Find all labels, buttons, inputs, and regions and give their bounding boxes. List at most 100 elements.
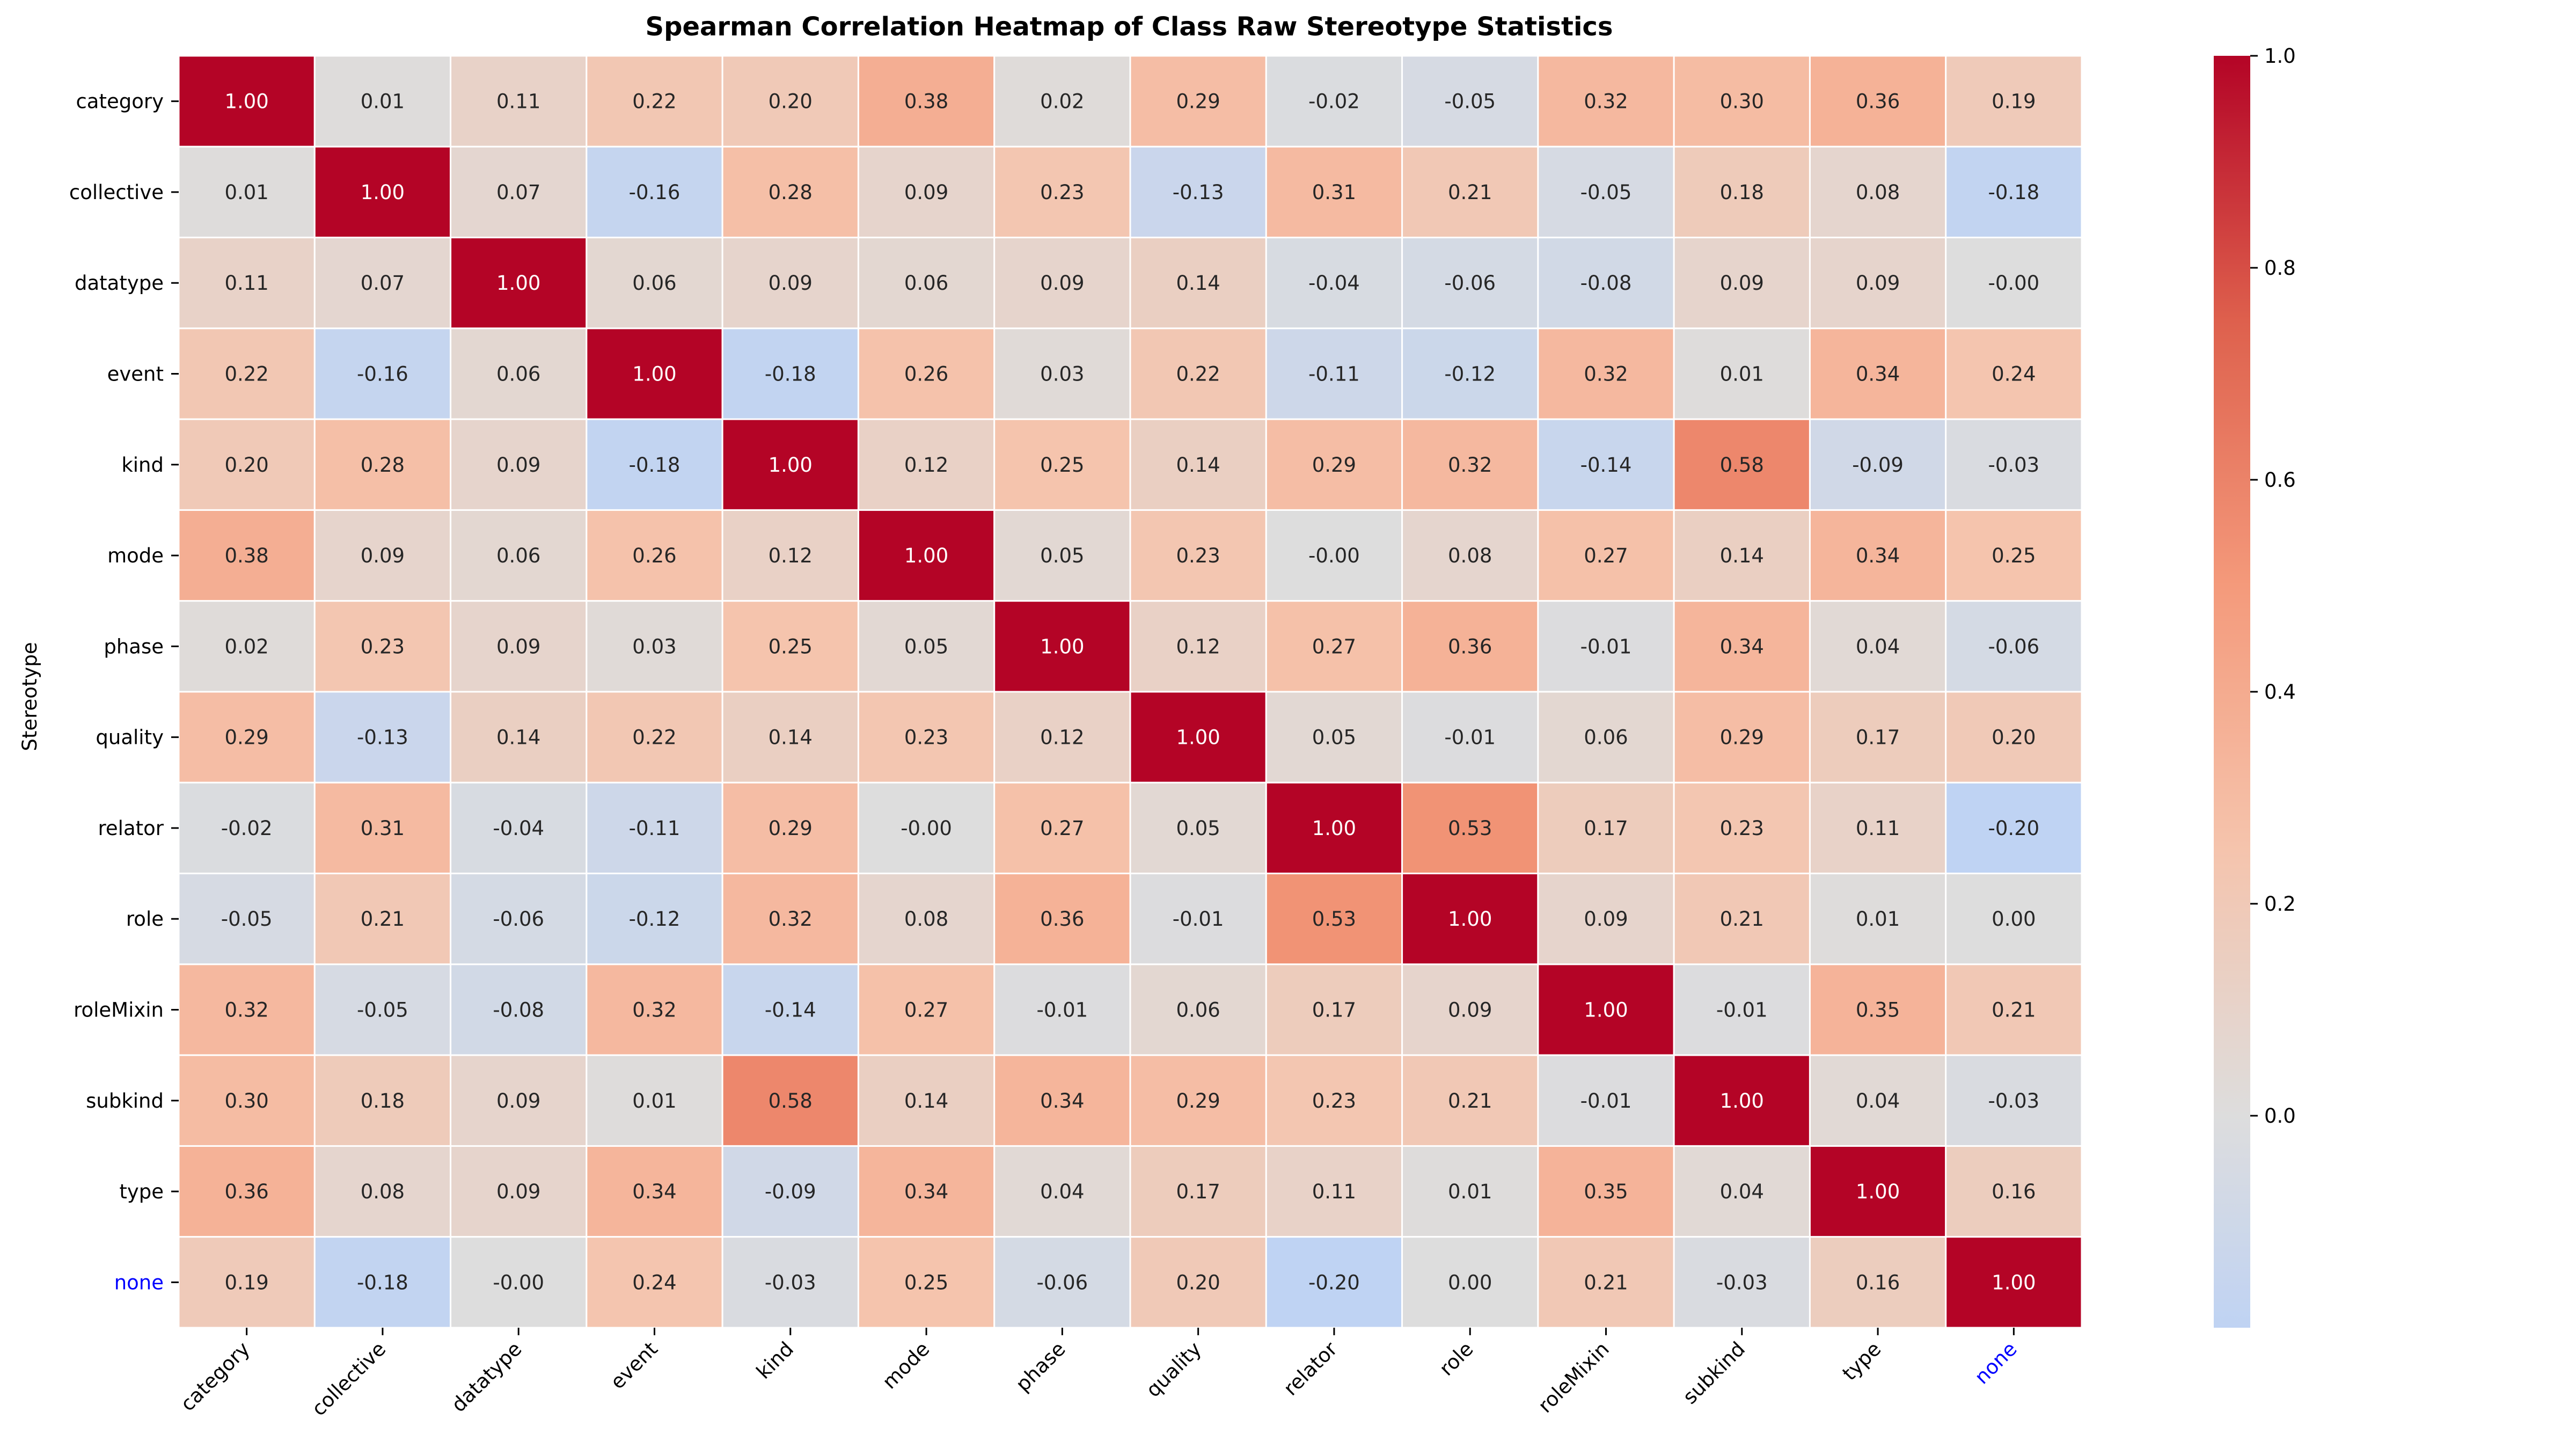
heatmap-cell bbox=[1945, 327, 2083, 420]
heatmap-cell bbox=[1809, 327, 1947, 420]
heatmap-cell bbox=[993, 781, 1131, 875]
heatmap-cell bbox=[721, 1145, 859, 1238]
cell-value-label: 0.34 bbox=[1856, 363, 1900, 386]
heatmap-cell bbox=[586, 1145, 723, 1238]
heatmap-cell bbox=[1401, 1054, 1539, 1147]
heatmap-cell bbox=[721, 418, 859, 511]
cell-value-label: 0.30 bbox=[224, 1089, 268, 1113]
cell-value-label: 0.09 bbox=[1584, 908, 1628, 931]
cell-value-label: 0.14 bbox=[769, 726, 813, 749]
cell-value-label: 0.18 bbox=[361, 1089, 405, 1113]
cell-value-label: -0.04 bbox=[1308, 272, 1360, 295]
cell-value-label: 0.05 bbox=[1176, 817, 1220, 840]
heatmap-cell bbox=[993, 1145, 1131, 1238]
heatmap-cell bbox=[450, 600, 588, 693]
cell-value-label: 0.32 bbox=[1448, 453, 1492, 477]
cell-value-label: 0.36 bbox=[1040, 908, 1084, 931]
heatmap-cell bbox=[1401, 1145, 1539, 1238]
cell-value-label: 0.03 bbox=[632, 635, 676, 658]
heatmap-cell bbox=[1537, 237, 1675, 330]
cell-value-label: 0.32 bbox=[1584, 90, 1628, 113]
row-labels: category collective datatype event kind mode p… bbox=[69, 90, 179, 1294]
cell-value-label: 0.23 bbox=[1040, 181, 1084, 204]
heatmap-cell bbox=[1673, 509, 1811, 602]
heatmap-cell bbox=[1129, 1145, 1267, 1238]
heatmap-cell bbox=[1265, 1145, 1403, 1238]
heatmap-cell bbox=[1129, 327, 1267, 420]
heatmap-cell bbox=[178, 237, 316, 330]
cell-value-label: 0.17 bbox=[1312, 999, 1356, 1022]
heatmap-cell bbox=[1945, 600, 2083, 693]
cell-value-label: -0.20 bbox=[1988, 817, 2039, 840]
cell-value-label: 0.02 bbox=[1040, 90, 1084, 113]
cell-value-label: 0.32 bbox=[769, 908, 813, 931]
cell-value-label: 1.00 bbox=[224, 90, 268, 113]
cell-value-label: 1.00 bbox=[1584, 999, 1628, 1022]
heatmap-cell bbox=[1265, 691, 1403, 784]
cell-value-label: 0.29 bbox=[1176, 1089, 1220, 1113]
heatmap-cell bbox=[586, 691, 723, 784]
heatmap-cell bbox=[993, 600, 1131, 693]
cell-value-label: 0.38 bbox=[904, 90, 948, 113]
col-labels: category collective datatype event kind mode p… bbox=[176, 1328, 2022, 1421]
cell-value-label: -0.18 bbox=[629, 453, 680, 477]
row-label: phase bbox=[104, 635, 164, 658]
cell-value-label: -0.12 bbox=[1444, 363, 1496, 386]
cell-value-label: 0.22 bbox=[632, 726, 676, 749]
cell-value-label: 0.06 bbox=[1176, 999, 1220, 1022]
cell-value-label: 0.21 bbox=[1720, 908, 1764, 931]
cell-value-label: 0.18 bbox=[1720, 181, 1764, 204]
cell-value-label: 0.05 bbox=[1040, 544, 1084, 567]
heatmap-cell bbox=[1265, 1236, 1403, 1329]
cell-value-label: 0.21 bbox=[1584, 1271, 1628, 1294]
cell-value-label: 0.11 bbox=[224, 272, 268, 295]
heatmap-cell bbox=[313, 963, 452, 1056]
row-label: type bbox=[119, 1180, 164, 1203]
column-label: event bbox=[606, 1337, 662, 1394]
heatmap-cell bbox=[1945, 1054, 2083, 1147]
heatmap-cell bbox=[1537, 327, 1675, 420]
heatmap-cell bbox=[1129, 509, 1267, 602]
cell-value-label: 0.27 bbox=[904, 999, 948, 1022]
cell-value-label: -0.14 bbox=[765, 999, 816, 1022]
column-label: type bbox=[1838, 1337, 1886, 1385]
column-label: roleMixin bbox=[1534, 1337, 1614, 1417]
cell-value-label: -0.11 bbox=[1308, 363, 1360, 386]
cell-value-label: 1.00 bbox=[1176, 726, 1220, 749]
heatmap-cell bbox=[721, 963, 859, 1056]
heatmap-cell bbox=[178, 1054, 316, 1147]
cell-value-label: 0.11 bbox=[496, 90, 540, 113]
heatmap-cell bbox=[1537, 600, 1675, 693]
heatmap-cell bbox=[993, 509, 1131, 602]
cell-value-label: 0.12 bbox=[904, 453, 948, 477]
row-label: none bbox=[114, 1271, 164, 1294]
cell-value-label: 0.29 bbox=[1720, 726, 1764, 749]
heatmap-cell bbox=[1129, 1054, 1267, 1147]
cell-value-label: 0.36 bbox=[1856, 90, 1900, 113]
heatmap-cell bbox=[993, 691, 1131, 784]
heatmap-cell bbox=[1809, 1054, 1947, 1147]
heatmap-cell bbox=[586, 600, 723, 693]
cell-value-label: 0.17 bbox=[1856, 726, 1900, 749]
cell-value-label: 0.09 bbox=[496, 453, 540, 477]
cell-value-label: 0.27 bbox=[1584, 544, 1628, 567]
heatmap-cell bbox=[1265, 873, 1403, 965]
heatmap-cell bbox=[178, 781, 316, 875]
cell-value-label: -0.01 bbox=[1173, 908, 1224, 931]
cell-value-label: -0.06 bbox=[1988, 635, 2039, 658]
cell-value-label: 0.20 bbox=[224, 453, 268, 477]
cell-value-label: -0.05 bbox=[221, 908, 273, 931]
cell-value-label: 0.14 bbox=[1176, 272, 1220, 295]
y-axis-label: Stereotype bbox=[18, 642, 41, 751]
cell-value-label: 0.22 bbox=[632, 90, 676, 113]
heatmap-cell bbox=[1401, 963, 1539, 1056]
cell-value-label: -0.02 bbox=[221, 817, 273, 840]
heatmap-cell bbox=[1129, 145, 1267, 239]
cell-value-label: 1.00 bbox=[1720, 1089, 1764, 1113]
cell-value-label: 0.22 bbox=[224, 363, 268, 386]
cell-value-label: 0.36 bbox=[1448, 635, 1492, 658]
cell-value-label: 0.09 bbox=[361, 544, 405, 567]
cell-value-label: 0.35 bbox=[1584, 1180, 1628, 1203]
heatmap-cell bbox=[586, 327, 723, 420]
column-label: quality bbox=[1141, 1337, 1206, 1402]
